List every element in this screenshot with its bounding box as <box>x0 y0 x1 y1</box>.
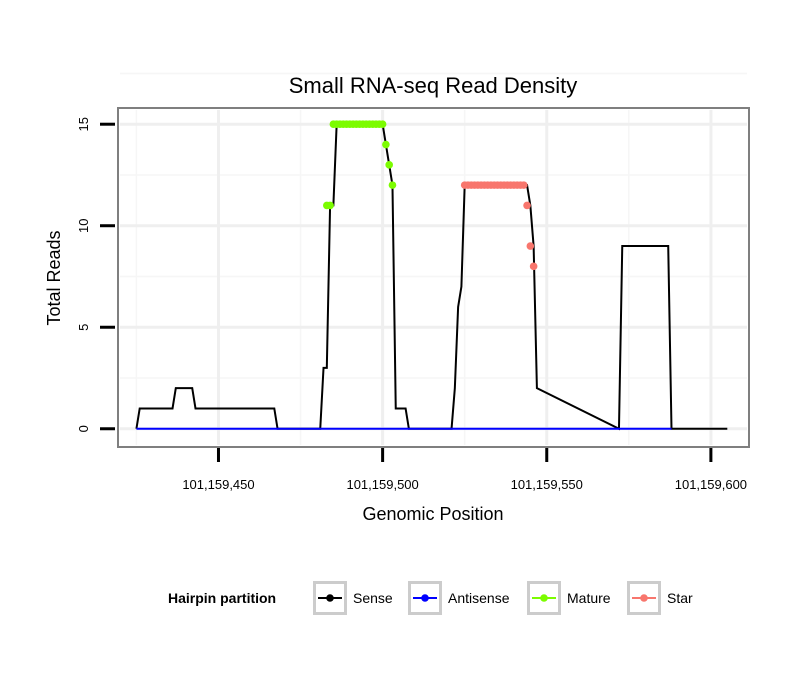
data-point-mature <box>326 201 334 210</box>
y-tick-label: 0 <box>76 425 91 432</box>
legend-key-point <box>326 594 334 602</box>
plot-panel <box>117 72 750 448</box>
legend-item-antisense: Antisense <box>408 581 510 615</box>
data-point-star <box>519 181 528 189</box>
x-axis-title: Genomic Position <box>362 504 503 524</box>
data-point-mature <box>382 140 390 149</box>
x-tick-label: 101,159,550 <box>511 477 583 492</box>
x-tick-label: 101,159,450 <box>182 477 254 492</box>
legend-key-point <box>421 594 429 602</box>
x-axis: 101,159,450 101,159,500 101,159,550 101,159… <box>182 448 747 492</box>
chart-title: Small RNA-seq Read Density <box>289 73 578 98</box>
data-point-star <box>526 242 535 250</box>
legend-title: Hairpin partition <box>168 590 276 606</box>
y-axis-title: Total Reads <box>44 230 64 325</box>
data-point-mature <box>378 120 387 129</box>
legend-label: Star <box>667 590 693 606</box>
series-layer <box>135 120 728 431</box>
x-tick-label: 101,159,600 <box>675 477 747 492</box>
legend-label: Antisense <box>448 590 510 606</box>
legend-key-point <box>540 594 548 602</box>
legend-item-sense: Sense <box>313 581 393 615</box>
y-tick-label: 5 <box>76 324 91 331</box>
data-point-star <box>529 262 538 271</box>
plot-border <box>117 107 750 448</box>
data-point-mature <box>388 181 397 189</box>
x-tick-label: 101,159,500 <box>346 477 418 492</box>
legend: Hairpin partition Sense Antisense Mature St… <box>168 581 693 615</box>
legend-label: Mature <box>567 590 611 606</box>
data-point-star <box>523 201 531 210</box>
data-point-mature <box>385 161 393 169</box>
legend-item-star: Star <box>627 581 693 615</box>
legend-label: Sense <box>353 590 393 606</box>
legend-key-point <box>640 594 648 602</box>
legend-item-mature: Mature <box>527 581 611 615</box>
y-tick-label: 10 <box>76 218 91 232</box>
y-axis: 0 5 10 15 <box>76 117 115 432</box>
y-tick-label: 15 <box>76 117 91 131</box>
